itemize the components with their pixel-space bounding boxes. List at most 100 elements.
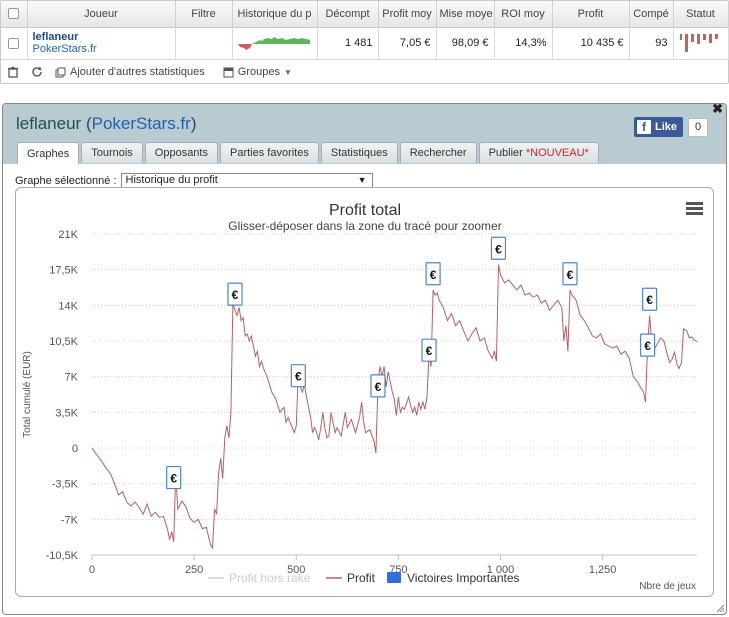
big-win-marker[interactable]: € — [166, 465, 182, 490]
close-icon[interactable]: ✖ — [712, 103, 723, 116]
groups-dropdown[interactable]: Groupes ▼ — [223, 66, 292, 78]
big-win-marker[interactable]: € — [227, 282, 243, 306]
tab-statistiques[interactable]: Statistiques — [320, 142, 398, 163]
col-filtre[interactable]: Filtre — [175, 1, 233, 28]
big-win-marker[interactable]: € — [490, 236, 507, 260]
table-toolbar: Ajouter d'autres statistiques Groupes ▼ — [7, 63, 292, 81]
svg-text:€: € — [430, 268, 437, 282]
col-joueur[interactable]: Joueur — [27, 1, 176, 28]
select-all-checkbox[interactable] — [1, 1, 28, 28]
table-row[interactable]: leflaneur PokerStars.fr 1 481 7,05 € 98,… — [1, 27, 729, 60]
col-profit-moy[interactable]: Profit moy — [378, 1, 437, 28]
player-cell[interactable]: leflaneur PokerStars.fr — [27, 27, 176, 60]
big-win-marker[interactable]: € — [421, 338, 437, 362]
y-tick-label: 17,5K — [49, 265, 78, 277]
facebook-like-widget: f Like 0 — [634, 117, 709, 137]
groups-icon — [223, 67, 234, 77]
groups-label: Groupes — [237, 66, 280, 78]
legend-item-profit-hors-rake: Profit hors rake — [229, 571, 311, 585]
tab-opposants[interactable]: Opposants — [144, 142, 218, 163]
roi-moy-value: 14,3% — [494, 27, 553, 60]
legend-swatch-victoires — [387, 572, 401, 583]
big-win-marker[interactable]: € — [642, 287, 658, 311]
col-competitions[interactable]: Compé — [629, 1, 674, 28]
players-table: Joueur Filtre Historique du p Décompt Pr… — [1, 1, 729, 60]
status-bars — [673, 27, 729, 60]
y-tick-label: 3,5K — [55, 407, 78, 419]
chevron-down-icon: ▼ — [357, 175, 367, 185]
col-roi-moy[interactable]: ROI moy — [494, 1, 553, 28]
profit-moy-value: 7,05 € — [378, 27, 437, 60]
legend-item-profit: Profit — [347, 571, 376, 585]
panel-title-player: leflaneur — [16, 114, 82, 133]
add-stats-button[interactable]: Ajouter d'autres statistiques — [55, 66, 205, 78]
x-tick-label: 1 000 — [487, 564, 515, 576]
add-stats-label: Ajouter d'autres statistiques — [70, 66, 205, 78]
y-tick-label: -7K — [61, 514, 79, 526]
tab-tournois[interactable]: Tournois — [81, 142, 143, 163]
svg-text:€: € — [644, 339, 651, 353]
profit-chart-container[interactable]: Profit total Glisser-déposer dans la zone… — [15, 187, 714, 597]
tab-publier[interactable]: Publier *NOUVEAU* — [478, 142, 599, 163]
trash-icon[interactable] — [7, 66, 19, 78]
panel-header: leflaneur (PokerStars.fr) f Like 0 ✖ Gra… — [3, 104, 726, 164]
player-site: PokerStars.fr — [32, 43, 97, 55]
panel-title-site-link[interactable]: PokerStars.fr — [91, 114, 191, 133]
facebook-icon: f — [637, 120, 651, 134]
big-win-marker[interactable]: € — [639, 333, 656, 357]
big-win-marker[interactable]: € — [370, 374, 386, 398]
graph-select-value: Historique du profit — [125, 174, 218, 186]
profit-value: 10 435 € — [552, 27, 630, 60]
col-statut[interactable]: Statut — [673, 1, 729, 28]
tab-rechercher[interactable]: Rechercher — [399, 142, 477, 163]
competitions-value: 93 — [629, 27, 674, 60]
x-tick-label: 250 — [185, 564, 203, 576]
col-historique[interactable]: Historique du p — [232, 1, 318, 28]
graph-select-dropdown[interactable]: Historique du profit ▼ — [120, 173, 373, 188]
new-badge: *NOUVEAU* — [525, 147, 589, 159]
y-tick-label: 7K — [65, 372, 79, 384]
resize-grip-icon[interactable] — [715, 603, 725, 613]
graph-select-label: Graphe sélectionné : — [15, 174, 117, 187]
tab-publier-label: Publier — [488, 147, 523, 159]
svg-text:€: € — [495, 242, 502, 256]
y-tick-label: 14K — [58, 300, 78, 312]
add-stats-icon — [55, 67, 66, 77]
row-checkbox[interactable] — [1, 27, 28, 60]
chart-title: Profit total — [329, 202, 401, 219]
col-decompte[interactable]: Décompt — [317, 1, 379, 28]
svg-text:€: € — [232, 288, 239, 302]
big-win-marker[interactable]: € — [562, 262, 578, 286]
col-mise-moy[interactable]: Mise moye — [436, 1, 495, 28]
y-axis-label: Total cumulé (EUR) — [22, 351, 33, 438]
tab-parties-favorites[interactable]: Parties favorites — [219, 142, 319, 163]
chevron-down-icon: ▼ — [284, 67, 292, 77]
x-axis-label: Nbre de jeux — [639, 581, 696, 592]
facebook-like-button[interactable]: f Like — [634, 117, 684, 137]
filter-cell — [175, 27, 233, 60]
profit-history-sparkline — [232, 27, 318, 60]
decompte-value: 1 481 — [317, 27, 379, 60]
legend-item-victoires: Victoires Importantes — [407, 571, 520, 585]
svg-text:€: € — [646, 293, 653, 307]
svg-text:€: € — [170, 472, 177, 486]
panel-tabs: Graphes Tournois Opposants Parties favor… — [17, 142, 599, 164]
chart-menu-icon[interactable] — [686, 202, 703, 215]
player-panel: leflaneur (PokerStars.fr) f Like 0 ✖ Gra… — [2, 103, 727, 615]
graph-select-row: Graphe sélectionné : Historique du profi… — [15, 173, 373, 188]
player-name-link[interactable]: leflaneur — [32, 31, 79, 43]
col-profit[interactable]: Profit — [552, 1, 630, 28]
y-tick-label: -10,5K — [46, 550, 79, 562]
svg-text:€: € — [375, 380, 382, 394]
players-table-panel: Joueur Filtre Historique du p Décompt Pr… — [0, 0, 729, 84]
x-tick-label: 0 — [89, 564, 95, 576]
big-win-marker[interactable]: € — [425, 262, 441, 286]
tab-graphes[interactable]: Graphes — [17, 142, 80, 164]
y-tick-label: 21K — [58, 229, 78, 241]
x-tick-label: 500 — [287, 564, 305, 576]
panel-title: leflaneur (PokerStars.fr) — [16, 114, 197, 133]
refresh-icon[interactable] — [31, 66, 43, 78]
big-win-marker[interactable]: € — [290, 364, 306, 388]
chart-subtitle: Glisser-déposer dans la zone du tracé po… — [228, 219, 501, 233]
